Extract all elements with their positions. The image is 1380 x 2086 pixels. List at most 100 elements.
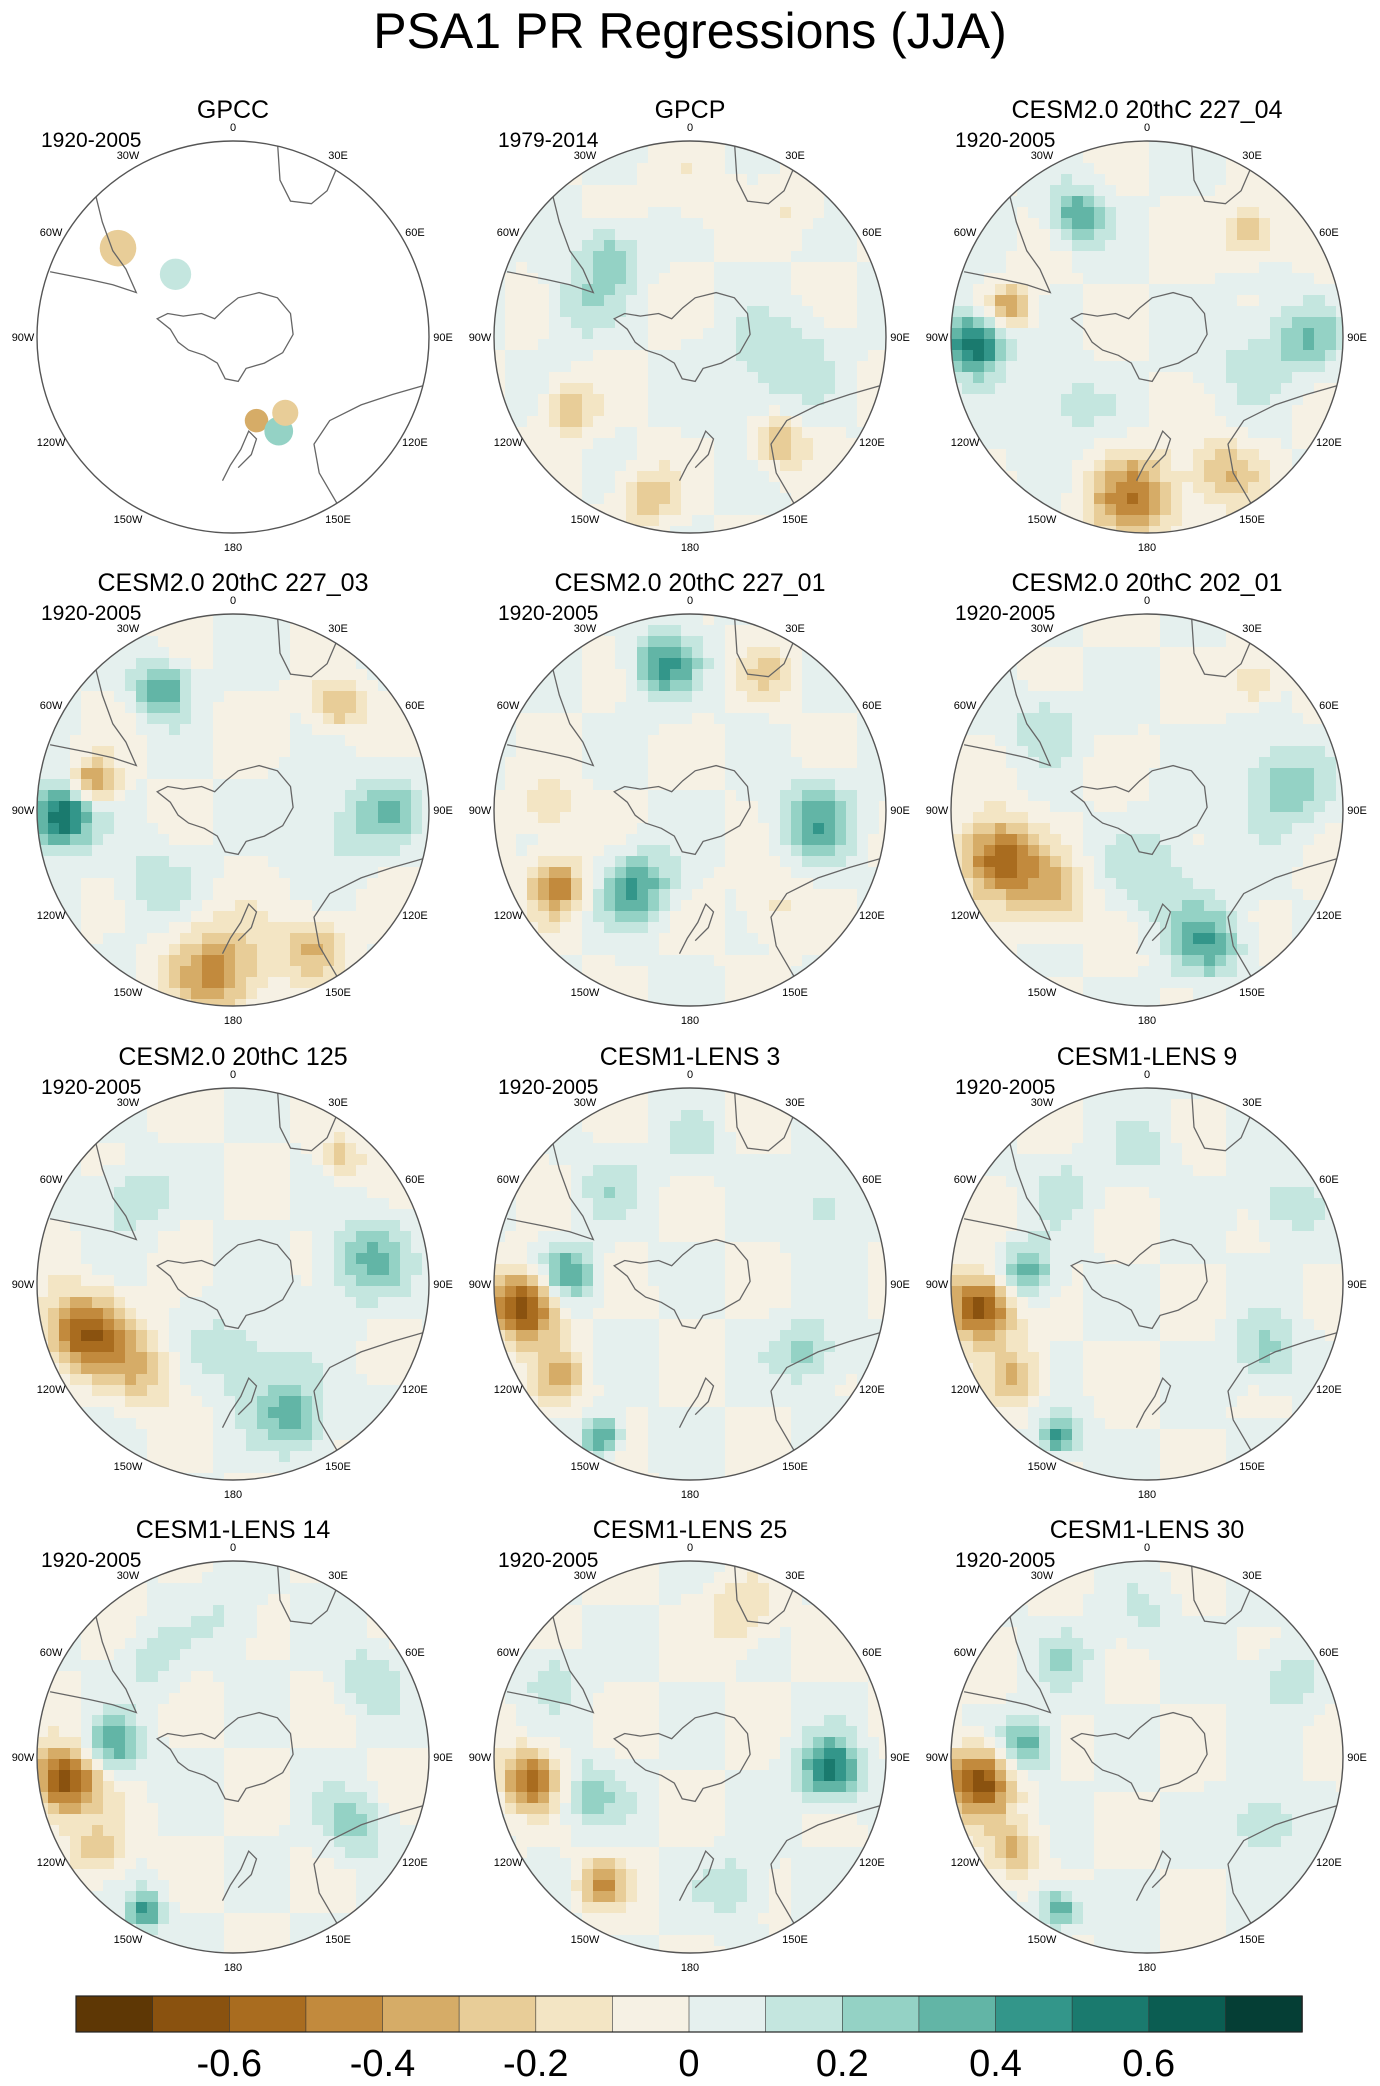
new-zealand-coast <box>1135 429 1172 481</box>
new-zealand-coast <box>1135 1849 1172 1901</box>
africa-coast <box>733 141 801 205</box>
lon-label: 90W <box>469 332 492 344</box>
panel-period: 1920-2005 <box>41 1076 142 1099</box>
antarctica-coast <box>612 1711 751 1803</box>
antarctica-coast <box>1069 1711 1208 1803</box>
lon-label: 90E <box>433 1752 453 1764</box>
polar-map: 0 30E 60E 90E 120E 150E 180 150W 120W 90W 60W 30W <box>926 1543 1367 1974</box>
colorbar-swatch <box>918 1995 997 2033</box>
lon-label: 180 <box>1138 1962 1156 1974</box>
lon-label: 30W <box>574 150 597 162</box>
lon-label: 30E <box>1242 623 1262 635</box>
lon-label: 120E <box>1316 1857 1342 1869</box>
lon-label: 120E <box>859 1857 885 1869</box>
lon-label: 60W <box>40 1174 63 1186</box>
lon-label: 90E <box>890 1752 910 1764</box>
lon-label: 0 <box>687 1543 693 1554</box>
map-panel: CESM2.0 20thC 227_03 0 30E 60E 90E 120E 150E 18… <box>3 568 463 1042</box>
lon-label: 30E <box>1242 150 1262 162</box>
antarctica-coast <box>1069 291 1208 383</box>
coastlines <box>506 614 886 1006</box>
lon-label: 60W <box>497 1174 520 1186</box>
map-boundary <box>950 1087 1344 1481</box>
colorbar-swatch <box>382 1995 460 2033</box>
new-zealand-coast <box>221 902 258 954</box>
lon-label: 30E <box>1242 1570 1262 1582</box>
panel-title: CESM1-LENS 25 <box>592 1516 788 1544</box>
colorbar-swatch <box>458 1995 537 2033</box>
panel-title: CESM1-LENS 3 <box>599 1043 781 1071</box>
antarctica-coast <box>612 764 751 856</box>
lon-label: 150W <box>571 1934 600 1946</box>
lon-label: 120W <box>951 1384 980 1396</box>
map-panel: CESM1-LENS 3 0 30E 60E 90E 120E 150E 180 150W 120… <box>460 1042 920 1516</box>
map-boundary <box>36 1560 430 1954</box>
australia-coast <box>770 1330 886 1480</box>
antarctica-coast <box>1069 764 1208 856</box>
lon-label: 0 <box>687 123 693 134</box>
africa-coast <box>1190 1561 1258 1625</box>
panel-title: CESM1-LENS 14 <box>135 1516 331 1544</box>
map-panel: CESM2.0 20thC 125 0 30E 60E 90E 120E 150E 180 15… <box>3 1042 463 1516</box>
precip-field <box>37 141 429 533</box>
colorbar: -0.6 -0.4 -0.2 0 0.2 0.4 0.6 <box>75 1995 1303 2085</box>
lon-label: 90W <box>12 332 35 344</box>
lon-label: 120W <box>37 1857 66 1869</box>
lon-label: 180 <box>681 1962 699 1974</box>
map-panel: CESM2.0 20thC 202_01 0 30E 60E 90E 120E 150E 18… <box>917 568 1377 1042</box>
lon-label: 30E <box>328 150 348 162</box>
lon-label: 150W <box>1028 1461 1057 1473</box>
map-boundary <box>950 140 1344 534</box>
lon-label: 150E <box>325 1934 351 1946</box>
lon-label: 90E <box>890 332 910 344</box>
map-panel: GPCC 0 30E 60E 90E 120E 150E 180 150W 120W 90W 60W 3… <box>3 95 463 569</box>
australia-coast <box>1227 1803 1343 1953</box>
lon-label: 60W <box>497 227 520 239</box>
polar-map: 0 30E 60E 90E 120E 150E 180 150W 120W 90W 60W 30W <box>926 1070 1367 1501</box>
antarctica-coast <box>155 764 294 856</box>
antarctica-coast <box>155 1238 294 1330</box>
africa-coast <box>276 1561 344 1625</box>
precip-field <box>951 614 1343 1006</box>
lon-label: 150W <box>571 1461 600 1473</box>
lon-label: 150E <box>782 1461 808 1473</box>
lon-label: 150W <box>114 514 143 526</box>
antarctica-coast <box>155 291 294 383</box>
lon-label: 120E <box>402 910 428 922</box>
lon-label: 90E <box>1347 1752 1367 1764</box>
panel-title: CESM2.0 20thC 227_04 <box>1011 96 1283 124</box>
lon-label: 30W <box>1031 150 1054 162</box>
lon-label: 90W <box>469 1279 492 1291</box>
lon-label: 0 <box>230 1070 236 1081</box>
lon-label: 0 <box>687 1070 693 1081</box>
lon-label: 30E <box>1242 1097 1262 1109</box>
lon-label: 120W <box>951 910 980 922</box>
colorbar-swatch <box>612 1995 690 2033</box>
lon-label: 120E <box>402 1857 428 1869</box>
precip-field <box>37 614 429 1006</box>
lon-label: 60E <box>405 700 425 712</box>
colorbar-tick-label: 0.4 <box>969 2043 1022 2085</box>
lon-label: 180 <box>1138 542 1156 554</box>
lon-label: 90E <box>433 805 453 817</box>
lon-label: 150W <box>114 987 143 999</box>
lon-label: 180 <box>681 1015 699 1027</box>
lon-label: 60E <box>1319 1174 1339 1186</box>
panel-title: CESM2.0 20thC 125 <box>118 1043 348 1071</box>
lon-label: 30W <box>117 1570 140 1582</box>
colorbar-swatch <box>995 1995 1073 2033</box>
page-title: PSA1 PR Regressions (JJA) <box>373 3 1007 59</box>
lon-label: 30E <box>785 1097 805 1109</box>
map-panel: CESM1-LENS 14 0 30E 60E 90E 120E 150E 180 150W 12… <box>3 1515 463 1989</box>
colorbar-tick-label: 0 <box>678 2043 699 2085</box>
lon-label: 120W <box>951 1857 980 1869</box>
lon-label: 90W <box>926 805 949 817</box>
polar-map: 0 30E 60E 90E 120E 150E 180 150W 120W 90W 60W 30W <box>469 596 910 1027</box>
lon-label: 150E <box>1239 1934 1265 1946</box>
map-panel: CESM1-LENS 9 0 30E 60E 90E 120E 150E 180 150W 120… <box>917 1042 1377 1516</box>
colorbar-swatch <box>305 1995 384 2033</box>
lon-label: 90W <box>12 1279 35 1291</box>
lon-label: 120W <box>37 910 66 922</box>
lon-label: 60W <box>954 1174 977 1186</box>
lon-label: 30W <box>117 1097 140 1109</box>
